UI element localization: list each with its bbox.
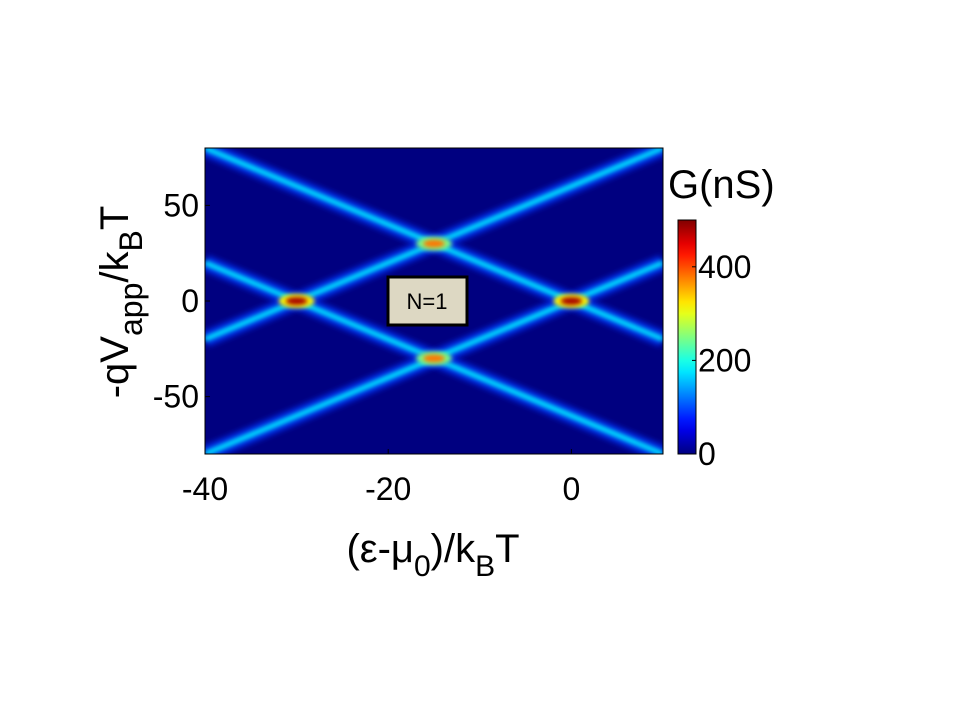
annotation: N=1 <box>386 275 469 327</box>
peak <box>423 239 445 248</box>
colorbar-tick-label: 400 <box>698 249 751 285</box>
x-axis-label: (ε-μ0)/kBT <box>346 527 519 583</box>
y-tick-label: -50 <box>153 379 199 415</box>
colorbar-tick-label: 0 <box>698 436 716 472</box>
x-tick-label: -40 <box>182 471 228 507</box>
peak <box>423 354 445 363</box>
y-tick-label: 50 <box>163 187 199 223</box>
x-tick-label: -20 <box>365 471 411 507</box>
y-tick-label: 0 <box>181 283 199 319</box>
annotation-text: N=1 <box>407 289 448 314</box>
colorbar-title: G(nS) <box>668 163 775 207</box>
colorbar <box>677 219 697 455</box>
y-axis-label: -qVapp/kBT <box>93 206 149 399</box>
peak <box>560 297 583 305</box>
colorbar-tick-label: 200 <box>698 342 751 378</box>
x-tick-label: 0 <box>563 471 581 507</box>
annotation-box <box>386 275 469 327</box>
peak <box>285 297 308 305</box>
